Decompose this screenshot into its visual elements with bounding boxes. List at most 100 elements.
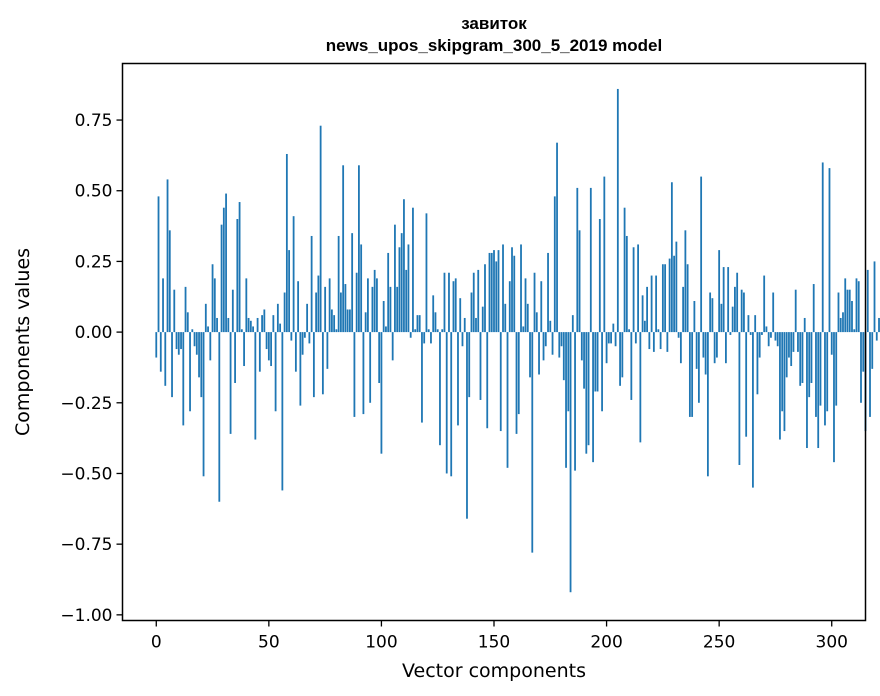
bar bbox=[722, 267, 725, 333]
bar bbox=[207, 326, 209, 333]
bar bbox=[423, 332, 426, 344]
bar bbox=[515, 332, 518, 434]
bar bbox=[382, 301, 385, 333]
bar bbox=[763, 275, 766, 333]
bar bbox=[189, 332, 191, 412]
bar bbox=[490, 252, 493, 333]
bar bbox=[285, 153, 288, 333]
bar bbox=[321, 332, 324, 395]
bar bbox=[596, 332, 599, 392]
bar bbox=[376, 278, 378, 333]
bar bbox=[556, 142, 558, 333]
bar bbox=[736, 272, 739, 333]
bar bbox=[427, 329, 430, 333]
bar bbox=[774, 332, 777, 341]
bar bbox=[614, 332, 617, 347]
bar bbox=[794, 289, 797, 333]
bar bbox=[184, 286, 187, 333]
bar bbox=[499, 332, 502, 432]
bar bbox=[394, 224, 396, 333]
bar bbox=[691, 332, 694, 417]
bar bbox=[743, 292, 745, 333]
bar bbox=[511, 247, 513, 333]
bar bbox=[193, 332, 196, 347]
bar bbox=[706, 332, 709, 477]
bar bbox=[661, 264, 664, 333]
bar bbox=[472, 272, 475, 333]
bar bbox=[267, 332, 270, 361]
bar bbox=[756, 332, 759, 395]
bar bbox=[159, 332, 162, 372]
bar bbox=[558, 332, 561, 358]
bar bbox=[238, 202, 241, 333]
bar bbox=[848, 289, 851, 333]
x-tick-label: 50 bbox=[258, 633, 280, 653]
bar bbox=[522, 326, 525, 333]
bar bbox=[421, 332, 423, 423]
x-tick-label: 0 bbox=[151, 633, 162, 653]
bar bbox=[209, 332, 212, 361]
bar bbox=[679, 332, 682, 364]
bar bbox=[213, 278, 216, 333]
bar bbox=[576, 187, 579, 333]
bar bbox=[578, 230, 581, 333]
bar bbox=[553, 196, 556, 333]
y-tick-label: −0.75 bbox=[60, 535, 112, 555]
bar bbox=[398, 247, 401, 333]
bar bbox=[594, 332, 597, 392]
bar bbox=[664, 264, 667, 333]
bar bbox=[290, 332, 293, 341]
chart-title-line1: завиток bbox=[461, 14, 527, 33]
bar bbox=[686, 264, 689, 333]
bar bbox=[418, 315, 421, 333]
bar bbox=[414, 329, 417, 333]
bar bbox=[612, 323, 615, 333]
bar bbox=[481, 306, 484, 333]
bar bbox=[292, 216, 295, 333]
bar bbox=[866, 269, 869, 333]
bar bbox=[713, 332, 716, 364]
bar bbox=[508, 281, 511, 333]
bar bbox=[540, 281, 543, 333]
bar bbox=[803, 317, 806, 333]
bar bbox=[639, 332, 642, 443]
bar bbox=[270, 332, 272, 367]
bar bbox=[652, 332, 655, 352]
x-tick-label: 100 bbox=[365, 633, 397, 653]
bar bbox=[589, 187, 592, 333]
bar bbox=[767, 332, 770, 347]
bar bbox=[220, 224, 223, 333]
bar bbox=[625, 235, 628, 333]
bar bbox=[254, 332, 257, 440]
bar bbox=[607, 332, 610, 344]
x-tick-label: 250 bbox=[703, 633, 735, 653]
y-tick-label: 0.50 bbox=[75, 182, 113, 202]
bar bbox=[702, 332, 705, 358]
bar bbox=[175, 332, 178, 350]
bar bbox=[711, 298, 714, 333]
bar bbox=[380, 332, 383, 454]
bar bbox=[538, 332, 540, 375]
bar bbox=[258, 332, 261, 372]
bar bbox=[369, 332, 372, 403]
bar bbox=[765, 326, 768, 333]
bar bbox=[815, 332, 817, 417]
bar bbox=[605, 332, 608, 364]
y-tick-label: −0.50 bbox=[60, 464, 112, 484]
bar bbox=[772, 292, 775, 333]
bar bbox=[601, 332, 603, 412]
bar bbox=[531, 332, 534, 553]
bar bbox=[385, 326, 387, 333]
bar bbox=[547, 252, 549, 333]
bar bbox=[371, 286, 374, 333]
bar bbox=[520, 244, 522, 333]
bar bbox=[443, 272, 446, 333]
bar bbox=[294, 332, 297, 372]
bar bbox=[533, 272, 536, 333]
bar bbox=[835, 332, 838, 406]
bar bbox=[738, 332, 741, 465]
bar bbox=[839, 317, 842, 333]
x-tick-label: 150 bbox=[478, 633, 510, 653]
bar bbox=[580, 332, 583, 361]
